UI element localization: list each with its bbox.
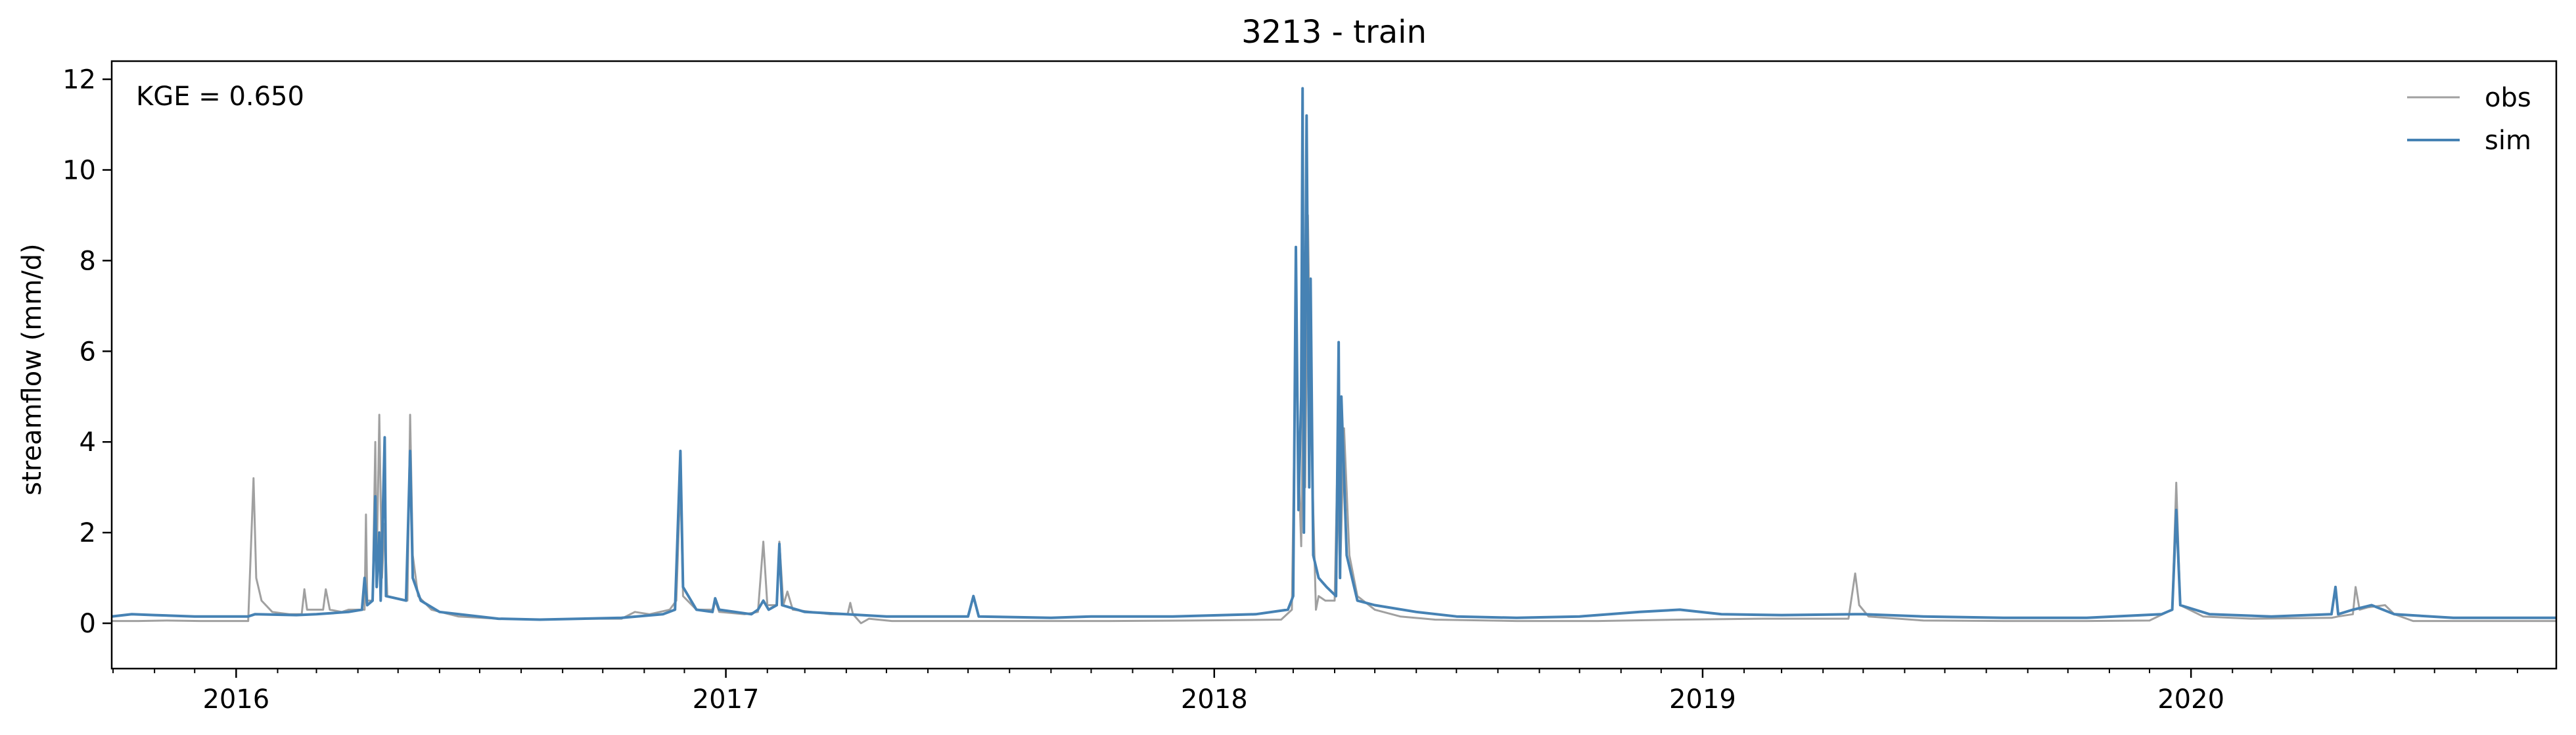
axes: 0 2 4 6 8 10 12 2016 2017 2018 2019 2020: [62, 65, 2518, 715]
y-axis-label: streamflow (mm/d): [17, 243, 47, 495]
x-tick-label: 2019: [1669, 684, 1736, 715]
series-line-obs: [112, 214, 2556, 625]
y-tick-label: 6: [80, 337, 96, 367]
y-tick-label: 10: [62, 155, 96, 185]
chart-title: 3213 - train: [1241, 14, 1427, 51]
legend-label-obs: obs: [2485, 83, 2531, 113]
legend: obs sim: [2407, 83, 2531, 156]
y-tick-label: 0: [80, 609, 96, 639]
x-tick-label: 2018: [1181, 684, 1248, 715]
legend-label-sim: sim: [2485, 126, 2531, 156]
plot-area: [111, 87, 2556, 625]
x-tick-label: 2016: [202, 684, 269, 715]
y-tick-label: 4: [80, 427, 96, 458]
series-line-sim: [111, 87, 2556, 621]
y-tick-label: 2: [80, 518, 96, 548]
plot-frame: [110, 60, 2558, 670]
y-tick-label: 12: [62, 65, 96, 95]
kge-annotation: KGE = 0.650: [136, 82, 304, 112]
x-tick-label: 2020: [2157, 684, 2224, 715]
y-tick-label: 8: [80, 246, 96, 276]
x-tick-label: 2017: [693, 684, 760, 715]
